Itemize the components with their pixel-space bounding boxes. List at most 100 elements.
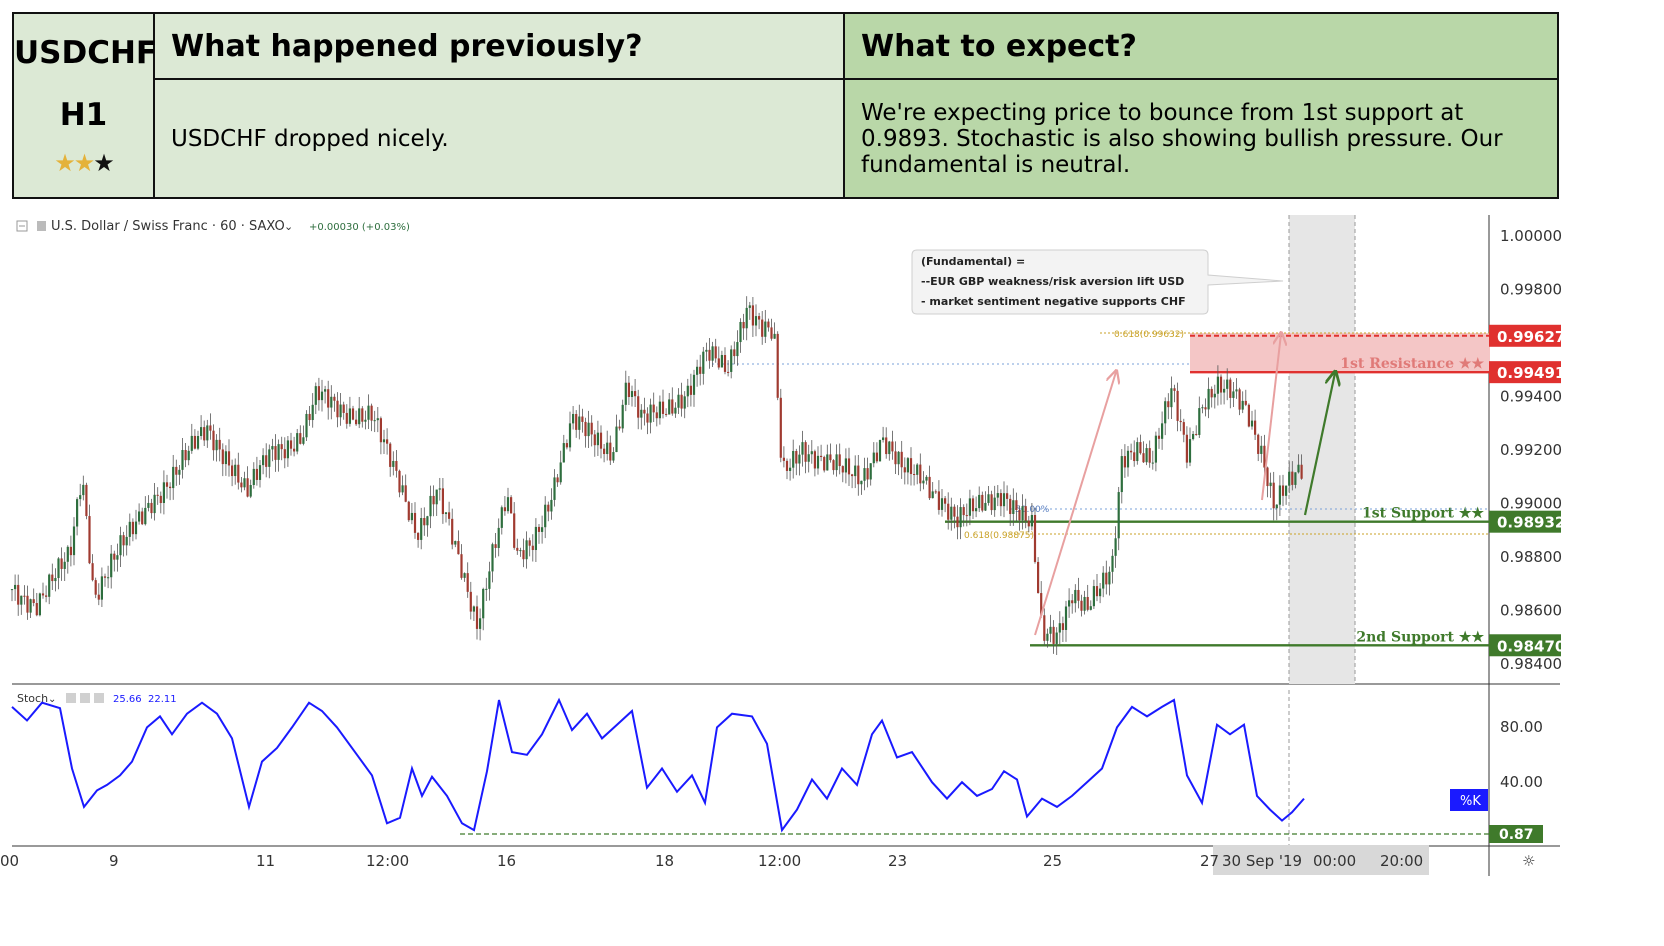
candle-body [237, 464, 240, 483]
stoch-label[interactable]: Stoch [17, 692, 48, 705]
candle-body [720, 355, 723, 368]
candle-body [125, 536, 128, 546]
candle-body [147, 502, 150, 508]
candle-body [869, 463, 872, 480]
candle-body [178, 469, 181, 475]
candle-body [265, 455, 268, 467]
time-tick-8: 25 [1043, 852, 1062, 870]
settings-icon[interactable] [80, 693, 90, 703]
dropdown-chevron-icon[interactable]: ⌄ [284, 220, 293, 233]
candle-body [860, 480, 863, 485]
candle-body [801, 442, 804, 455]
price-chart[interactable]: U.S. Dollar / Swiss Franc · 60 · SAXO ⌄ … [0, 210, 1664, 946]
candle-body [1058, 623, 1061, 633]
levels-layer: 1st Resistance ★★ 0.99491 0.99627 1st Suppo… [945, 324, 1565, 657]
candle-body [420, 518, 423, 540]
candle-body [950, 506, 953, 520]
candle-body [714, 346, 717, 359]
candle-body [274, 446, 277, 460]
candle-body [1052, 626, 1055, 644]
candle-body [956, 516, 959, 528]
candle-body [20, 595, 23, 605]
level-tag-1 [1489, 324, 1561, 347]
candle-body [392, 460, 395, 467]
candle-body [119, 535, 122, 556]
candle-body [14, 584, 17, 590]
candle-body [996, 493, 999, 498]
candle-body [606, 442, 609, 455]
candle-body [1154, 435, 1157, 463]
candle-body [122, 535, 125, 546]
candle-body [1117, 492, 1120, 539]
candle-body [730, 349, 733, 372]
stoch-chevron-icon[interactable]: ⌄ [48, 694, 56, 705]
collapse-icon[interactable] [16, 220, 28, 232]
candle-body [810, 451, 813, 455]
candle-body [1297, 464, 1300, 473]
candle-body [618, 426, 621, 429]
candle-body [1170, 388, 1173, 408]
candle-body [975, 508, 978, 512]
candle-body [494, 544, 497, 548]
candle-body [1111, 555, 1114, 572]
candle-body [252, 468, 255, 486]
candle-body [1244, 400, 1247, 405]
candle-body [934, 491, 937, 493]
candle-body [345, 412, 348, 424]
candle-body [26, 595, 29, 613]
candle-body [249, 485, 252, 497]
candle-body [1198, 408, 1201, 435]
candle-body [578, 416, 581, 430]
level-name-3: 2nd Support ★★ [1356, 629, 1484, 645]
remove-icon[interactable] [94, 693, 104, 703]
candle-body [785, 460, 789, 471]
rating-stars: ★★★ [54, 149, 114, 177]
candle-body [742, 321, 745, 329]
candle-body [723, 355, 727, 372]
forecast-arrow-green [1303, 373, 1335, 516]
candle-body [1185, 434, 1188, 463]
stoch-level-tag [1489, 825, 1543, 843]
callout-line-3: - market sentiment negative supports CHF [921, 295, 1186, 308]
candle-body [510, 497, 513, 514]
prev-text: USDCHF dropped nicely. [153, 78, 845, 199]
candle-body [882, 437, 885, 441]
candle-body [224, 451, 227, 465]
candle-body [311, 404, 314, 421]
candle-body [395, 460, 398, 471]
candle-body [240, 482, 243, 488]
candle-body [23, 595, 26, 597]
settings-gear-icon[interactable]: ☼ [1522, 852, 1535, 870]
candle-body [1238, 389, 1241, 410]
candle-body [215, 439, 218, 451]
candle-body [851, 474, 854, 477]
candle-body [894, 451, 897, 465]
stoch-k-line [11, 697, 1305, 833]
candle-body [271, 446, 274, 450]
candle-body [1086, 596, 1089, 610]
instrument-label[interactable]: U.S. Dollar / Swiss Franc · 60 · SAXO [51, 219, 285, 234]
symbol-label: USDCHF [14, 34, 158, 71]
candle-body [407, 501, 410, 521]
candle-body [1210, 388, 1213, 398]
eye-icon[interactable] [66, 693, 76, 703]
candle-body [1241, 400, 1244, 410]
candle-body [320, 391, 324, 401]
candle-body [1037, 561, 1040, 594]
candle-body [587, 422, 590, 437]
candle-body [144, 507, 147, 525]
level-name-0: 1st Resistance ★★ [1340, 356, 1484, 372]
candle-body [1043, 615, 1046, 641]
candle-body [754, 316, 758, 326]
stoch-tick-80: 80.00 [1500, 718, 1543, 736]
price-tick-7: 0.98400 [1500, 655, 1562, 673]
time-tick-0: 00 [0, 852, 19, 870]
candle-body [832, 460, 835, 471]
candle-body [789, 467, 792, 471]
candle-body [76, 499, 79, 527]
candle-body [1006, 493, 1009, 499]
candle-body [553, 477, 556, 500]
candle-body [1272, 482, 1275, 509]
candle-body [568, 423, 572, 448]
candle-body [91, 563, 94, 581]
